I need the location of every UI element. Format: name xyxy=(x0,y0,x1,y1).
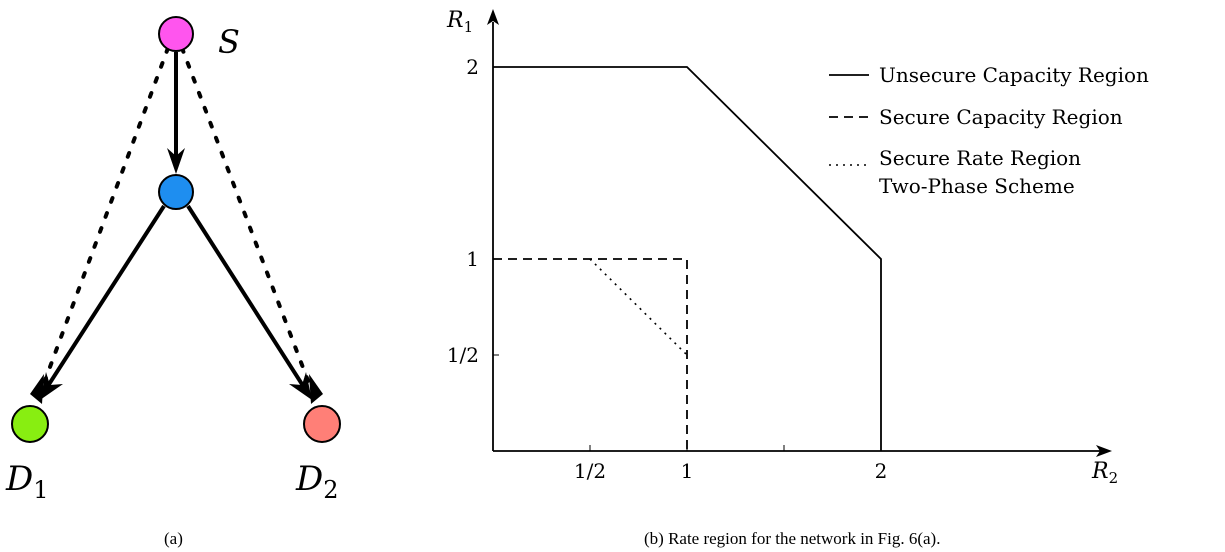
dest1-node xyxy=(12,406,48,442)
x-axis-label: R2 xyxy=(1091,459,1118,487)
edge-relay-to-dest2 xyxy=(188,206,307,392)
source-node xyxy=(159,17,193,51)
y-axis-label: R1 xyxy=(446,8,473,36)
x-tick-label: 1 xyxy=(681,459,694,483)
y-tick-label: 1 xyxy=(466,247,479,271)
x-tick-label: 2 xyxy=(875,459,888,483)
rate-region-chart: R1 R2 1/2 1 2 1/2 1 2 Unsecure Capacity Regio… xyxy=(446,8,1149,548)
network-diagram: S D1 D2 (a) xyxy=(5,17,340,548)
arrowhead-dest1-dotted xyxy=(30,374,44,404)
edge-source-to-dest2-dotted xyxy=(182,48,313,394)
y-tick-label: 1/2 xyxy=(447,343,479,367)
source-label: S xyxy=(218,23,240,61)
caption-a: (a) xyxy=(164,529,183,548)
edge-source-to-dest1-dotted xyxy=(40,48,168,394)
legend-item-secure-rate: Secure Rate Region xyxy=(879,146,1081,170)
legend: Unsecure Capacity Region Secure Capacity… xyxy=(829,63,1149,198)
dest2-label: D2 xyxy=(295,459,339,504)
relay-node xyxy=(159,175,193,209)
series-lines xyxy=(493,67,881,451)
dest1-label: D1 xyxy=(5,459,49,504)
edge-relay-to-dest1 xyxy=(44,206,164,392)
series-line-dashed xyxy=(493,259,687,451)
caption-b: (b) Rate region for the network in Fig. … xyxy=(644,529,940,548)
x-tick-label: 1/2 xyxy=(574,459,606,483)
dest2-node xyxy=(304,406,340,442)
series-line-dotted xyxy=(590,259,687,355)
series-line-solid xyxy=(493,67,881,451)
y-tick-label: 2 xyxy=(466,55,479,79)
legend-item-secure: Secure Capacity Region xyxy=(879,105,1123,129)
legend-item-unsecure: Unsecure Capacity Region xyxy=(879,63,1149,87)
arrowhead-dest2-dotted xyxy=(309,374,323,404)
legend-item-secure-rate-line2: Two-Phase Scheme xyxy=(879,174,1075,198)
arrowhead-dest2-solid xyxy=(289,372,312,400)
axis-ticks: 1/2 1 2 1/2 1 2 xyxy=(447,55,888,483)
